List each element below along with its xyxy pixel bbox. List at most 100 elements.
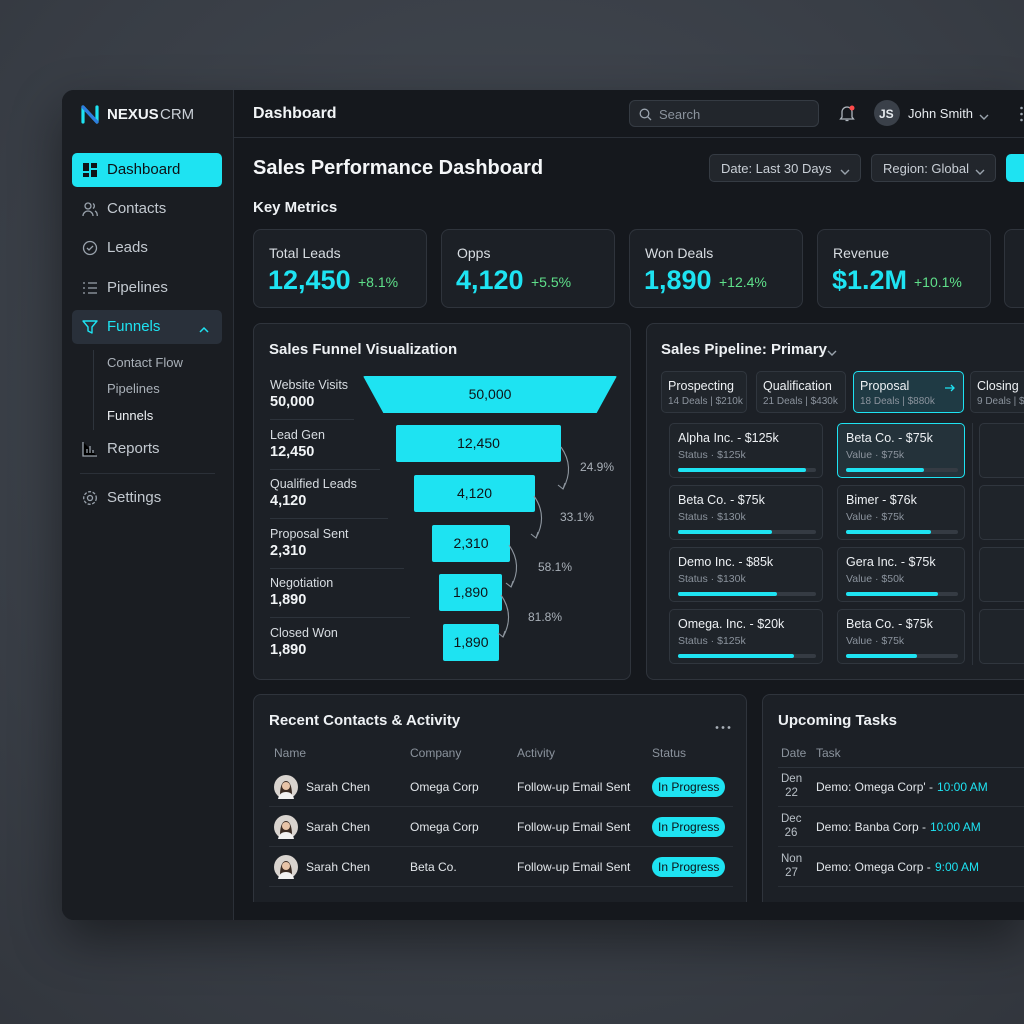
panel-title: Sales Funnel Visualization [269,341,458,358]
funnel-bar-value: 12,450 [457,435,500,452]
page-title: Sales Performance Dashboard [253,157,544,179]
nav-icon-svg [82,202,98,217]
deal-progress-fill [678,592,778,596]
task-day: 26 [784,827,798,840]
deal-progress-fill [846,654,917,658]
nav-icon [82,240,98,256]
user-name[interactable]: John Smith [908,106,974,122]
task-row[interactable]: Dec 26 Demo: Banba Corp -10:00 AM [778,807,1024,847]
metric-card: Total Leads 12,450 +8.1% [253,229,427,308]
deal-progress-fill [678,468,807,472]
nav-label: Dashboard [107,161,181,178]
deal-card[interactable]: Bimer - $76k Value · $75k [837,485,965,540]
conversion-rate: 81.8% [528,609,563,624]
stage-name: Qualification [763,378,832,393]
stage-divider [270,419,354,420]
search-placeholder: Search [659,107,701,123]
funnel-bar: 2,310 [432,525,510,562]
table-row[interactable] [269,887,733,902]
stage-label: Closed Won [270,625,338,640]
funnel-bar-value: 1,890 [452,584,489,601]
deal-card[interactable]: Beta Co. - $75k Value · $75k [837,609,965,664]
deal-card[interactable] [979,423,1024,478]
deal-card[interactable] [979,485,1024,540]
task-month: Dec [781,813,802,826]
search-box[interactable]: Search [629,100,819,127]
stage-name: Proposal [860,378,910,393]
nav-label: Pipelines [107,279,168,296]
status-label: In Progress [658,779,720,794]
stage-divider [270,518,388,519]
stage-value: 4,120 [270,493,307,510]
table-row[interactable]: Sarah Chen Omega Corp Follow-up Email Sent… [269,767,733,807]
deal-progress-track [678,592,816,596]
subnav-item[interactable]: Funnels [107,408,154,424]
brand-logo-svg [81,105,99,124]
deal-card-selected[interactable]: Beta Co. - $75k Value · $75k [837,423,965,478]
deal-card[interactable] [979,547,1024,602]
deal-card[interactable]: Beta Co. - $75k Status · $130k [669,485,823,540]
filter-dropdown[interactable]: Region: Global [871,154,996,182]
action-button[interactable] [1006,154,1024,182]
conversion-rate: 24.9% [580,459,615,474]
header-divider [234,137,1024,138]
nav-item-expanded[interactable]: Funnels [72,310,222,344]
nav-item-active[interactable]: Dashboard [72,153,222,187]
metric-card: Revenue $1.2M +10.1% [817,229,991,308]
deal-card[interactable]: Alpha Inc. - $125k Status · $125k [669,423,823,478]
status-pill: In Progress [652,817,725,837]
nav-item[interactable]: Reports [72,432,222,466]
table-header: Activity [517,745,556,760]
filter-dropdown[interactable]: Date: Last 30 Days [709,154,861,182]
stage-label: Negotiation [270,575,334,590]
task-month: Non [781,853,803,866]
nav-label: Reports [107,440,160,457]
funnel-bar-value: 1,890 [453,634,489,651]
contact-avatar [274,855,298,879]
nav-label: Contacts [107,200,167,217]
search-icon [639,108,652,121]
table-header: Status [652,745,687,760]
subnav-item[interactable]: Contact Flow [107,355,183,371]
contact-name: Sarah Chen [306,859,371,874]
deal-card[interactable] [979,609,1024,664]
deal-title: Beta Co. - $75k [846,616,933,631]
header-title: Dashboard [253,105,337,123]
task-row[interactable]: Den 22 Demo: Omega Corp' - 10:00 AM [778,767,1024,807]
nav-item[interactable]: Pipelines [72,271,222,305]
user-chevron-svg [979,114,989,120]
notification-bell[interactable] [838,104,856,122]
deal-detail: Status · $125k [678,634,746,647]
pipeline-stage[interactable]: Qualification 21 Deals | $430k [756,371,846,413]
nav-item[interactable]: Leads [72,231,222,265]
pipeline-stage[interactable]: Closing 9 Deals | $ [970,371,1024,413]
conversion-rate: 33.1% [560,509,595,524]
panel-menu[interactable] [715,717,731,729]
subnav-item[interactable]: Pipelines [107,381,160,397]
app-window: NEXUS CRM Dashboard Contacts Leads Pipelines F… [62,90,1024,920]
deal-card[interactable]: Demo Inc. - $85k Status · $130k [669,547,823,602]
user-avatar[interactable]: JS [874,100,900,126]
deal-progress-track [846,654,958,658]
table-row[interactable]: Sarah Chen Omega Corp Follow-up Email Sent… [269,807,733,847]
deal-card[interactable]: Gera Inc. - $75k Value · $50k [837,547,965,602]
contact-activity: Follow-up Email Sent [517,859,631,874]
deal-progress-track [678,654,816,658]
pipeline-stage[interactable]: Proposal 18 Deals | $880k [853,371,964,413]
task-month: Den [781,773,803,786]
task-row[interactable]: Non 27 Demo: Omega Corp - 9:00 AM [778,847,1024,887]
stage-arrow-svg [945,384,955,392]
conversion-arrows-svg [497,446,570,638]
deal-detail: Value · $75k [846,510,905,523]
contact-avatar-svg [274,815,298,839]
deal-card[interactable]: Omega. Inc. - $20k Status · $125k [669,609,823,664]
table-row[interactable]: Sarah Chen Beta Co. Follow-up Email Sent In… [269,847,733,887]
funnel-bar: 50,000 [363,376,617,413]
table-rule [778,767,1024,768]
nav-item[interactable]: Settings [72,481,222,515]
nav-label: Leads [107,239,148,256]
nav-chevron [199,322,209,333]
nav-item[interactable]: Contacts [72,192,222,226]
nav-icon-svg [82,320,98,334]
pipeline-stage[interactable]: Prospecting 14 Deals | $210k [661,371,747,413]
